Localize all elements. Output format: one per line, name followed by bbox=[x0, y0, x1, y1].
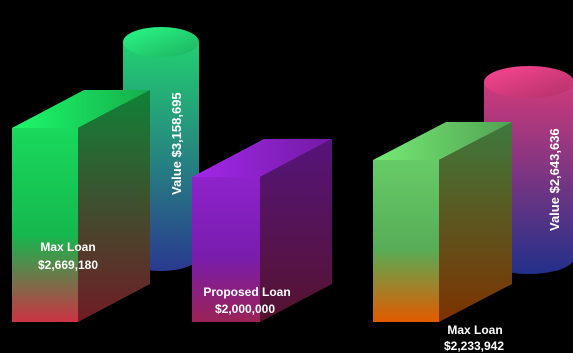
proposed-loan-value: $2,000,000 bbox=[215, 302, 275, 316]
box-side bbox=[78, 90, 150, 322]
max-loan-value-group1: $2,669,180 bbox=[38, 258, 98, 272]
max-loan-label-group1: Max Loan bbox=[40, 240, 95, 254]
box-front bbox=[192, 177, 260, 322]
max-loan-box-group3: Max Loan $2,233,942 bbox=[373, 122, 512, 353]
box-side bbox=[260, 139, 332, 322]
max-loan-value-group3: $2,233,942 bbox=[444, 339, 504, 353]
box-top bbox=[192, 139, 332, 177]
cylinder-top bbox=[123, 27, 199, 57]
box-front bbox=[12, 128, 78, 322]
box-front bbox=[373, 160, 439, 322]
max-loan-box-group1: Max Loan $2,669,180 bbox=[12, 90, 150, 322]
box-top bbox=[373, 122, 512, 160]
cylinder-top bbox=[484, 66, 573, 98]
box-top bbox=[12, 90, 150, 128]
box-side bbox=[439, 122, 512, 322]
proposed-loan-box: Proposed Loan $2,000,000 bbox=[192, 139, 332, 322]
proposed-loan-label: Proposed Loan bbox=[203, 285, 290, 299]
value-label-group3: Value $2,643,636 bbox=[547, 128, 562, 231]
value-label-group1: Value $3,158,695 bbox=[169, 92, 184, 195]
max-loan-label-group3: Max Loan bbox=[447, 323, 502, 337]
